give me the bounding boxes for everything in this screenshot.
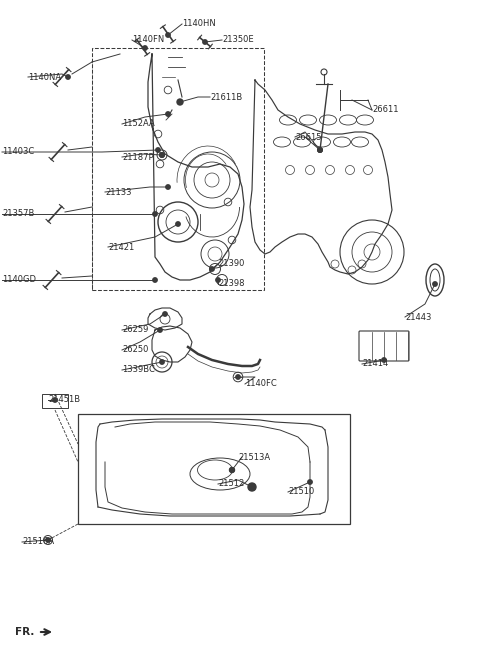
Text: 21516A: 21516A <box>22 537 54 546</box>
Circle shape <box>250 485 254 489</box>
Circle shape <box>433 282 437 286</box>
Text: 21421: 21421 <box>108 243 134 252</box>
Bar <box>92 48 264 290</box>
Text: 1339BC: 1339BC <box>122 366 155 374</box>
Circle shape <box>248 483 256 491</box>
Text: 1152AA: 1152AA <box>122 119 155 128</box>
Bar <box>42 394 68 408</box>
Text: 1140HN: 1140HN <box>182 20 216 29</box>
Text: 1140FC: 1140FC <box>245 379 277 389</box>
Circle shape <box>229 467 235 473</box>
Circle shape <box>318 148 322 152</box>
Text: 21187P: 21187P <box>122 153 154 162</box>
Circle shape <box>308 480 312 484</box>
Circle shape <box>163 312 167 316</box>
Circle shape <box>160 153 164 157</box>
Circle shape <box>46 538 50 542</box>
Text: 21390: 21390 <box>218 259 244 269</box>
Text: 21512: 21512 <box>218 479 244 488</box>
Text: 26611: 26611 <box>372 106 398 115</box>
Text: 26259: 26259 <box>122 325 148 334</box>
Circle shape <box>210 267 214 271</box>
Circle shape <box>160 153 164 157</box>
Text: 11403C: 11403C <box>2 147 34 156</box>
Text: 21133: 21133 <box>105 188 132 196</box>
Circle shape <box>382 358 386 363</box>
Circle shape <box>153 278 157 282</box>
Text: FR.: FR. <box>15 627 35 637</box>
Circle shape <box>177 99 183 105</box>
Circle shape <box>250 485 254 489</box>
Text: 21611B: 21611B <box>210 93 242 102</box>
Text: 1140GD: 1140GD <box>2 276 36 284</box>
Circle shape <box>166 111 170 116</box>
Circle shape <box>158 328 162 333</box>
Circle shape <box>53 398 57 402</box>
Text: 26615: 26615 <box>295 132 322 141</box>
Text: 21443: 21443 <box>405 312 432 321</box>
Text: 1140FN: 1140FN <box>132 35 164 44</box>
Bar <box>78 414 350 524</box>
Text: 21357B: 21357B <box>2 209 35 218</box>
Circle shape <box>66 75 70 79</box>
Text: 21510: 21510 <box>288 488 314 497</box>
Circle shape <box>236 375 240 379</box>
Circle shape <box>166 33 170 37</box>
Circle shape <box>203 40 207 44</box>
Text: 26250: 26250 <box>122 346 148 355</box>
Text: 21398: 21398 <box>218 280 244 288</box>
Circle shape <box>166 185 170 189</box>
Circle shape <box>153 212 157 216</box>
Circle shape <box>176 222 180 226</box>
Text: 21513A: 21513A <box>238 452 270 462</box>
Circle shape <box>143 46 147 50</box>
Circle shape <box>160 360 164 364</box>
Text: 21451B: 21451B <box>48 396 80 404</box>
Circle shape <box>318 148 322 152</box>
Circle shape <box>216 278 220 282</box>
Text: 21414: 21414 <box>362 359 388 368</box>
Text: 1140NA: 1140NA <box>28 72 61 82</box>
Circle shape <box>156 148 160 152</box>
Circle shape <box>318 148 322 152</box>
Text: 21350E: 21350E <box>222 35 253 44</box>
Circle shape <box>178 100 182 104</box>
Circle shape <box>230 467 234 472</box>
